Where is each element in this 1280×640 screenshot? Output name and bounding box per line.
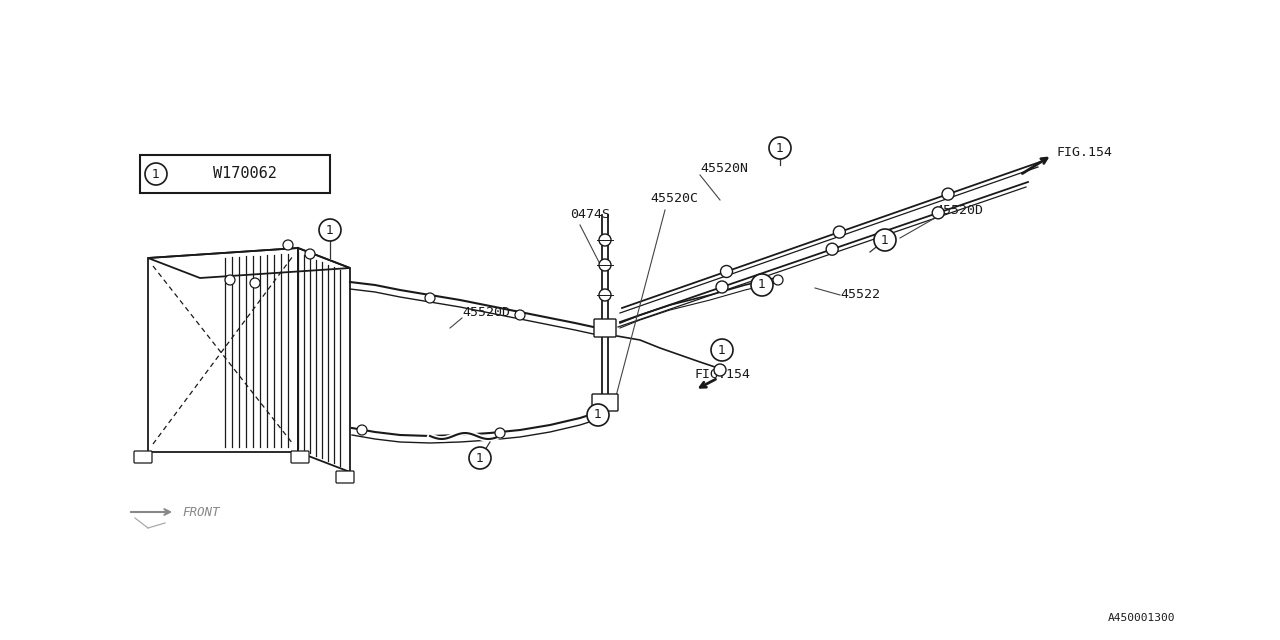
Circle shape [599, 259, 611, 271]
FancyBboxPatch shape [591, 394, 618, 411]
Circle shape [942, 188, 954, 200]
Circle shape [710, 339, 733, 361]
Text: 1: 1 [758, 278, 765, 291]
Circle shape [716, 281, 728, 293]
Text: FRONT: FRONT [182, 506, 219, 518]
FancyBboxPatch shape [335, 471, 355, 483]
Circle shape [721, 266, 732, 278]
Circle shape [250, 278, 260, 288]
Circle shape [874, 229, 896, 251]
Circle shape [145, 163, 166, 185]
Text: 45520C: 45520C [650, 191, 698, 205]
Circle shape [425, 293, 435, 303]
Text: 1: 1 [718, 344, 726, 356]
FancyBboxPatch shape [140, 155, 330, 193]
Circle shape [319, 219, 340, 241]
Circle shape [468, 447, 492, 469]
Circle shape [588, 404, 609, 426]
Circle shape [599, 289, 611, 301]
Text: FIG.154: FIG.154 [695, 369, 751, 381]
Text: 1: 1 [776, 141, 783, 154]
Circle shape [833, 226, 845, 238]
Circle shape [357, 425, 367, 435]
Circle shape [305, 249, 315, 259]
Text: 1: 1 [152, 168, 160, 180]
Circle shape [495, 428, 506, 438]
Text: A450001300: A450001300 [1107, 613, 1175, 623]
Text: FIG.154: FIG.154 [1057, 145, 1114, 159]
Circle shape [773, 275, 783, 285]
Text: 45522: 45522 [840, 289, 881, 301]
Circle shape [769, 137, 791, 159]
Text: 0474S: 0474S [570, 209, 611, 221]
FancyBboxPatch shape [291, 451, 308, 463]
Circle shape [826, 243, 838, 255]
Text: W170062: W170062 [212, 166, 276, 182]
Circle shape [932, 207, 945, 219]
FancyBboxPatch shape [594, 319, 616, 337]
Circle shape [225, 275, 236, 285]
Circle shape [515, 310, 525, 320]
Circle shape [714, 364, 726, 376]
Text: 1: 1 [476, 451, 484, 465]
Text: 45520N: 45520N [700, 161, 748, 175]
Text: 1: 1 [594, 408, 602, 422]
FancyBboxPatch shape [134, 451, 152, 463]
Text: 45520D: 45520D [462, 305, 509, 319]
Circle shape [599, 234, 611, 246]
Circle shape [283, 240, 293, 250]
Text: 1: 1 [881, 234, 888, 246]
Text: 45520D: 45520D [934, 204, 983, 216]
Circle shape [751, 274, 773, 296]
Text: 1: 1 [326, 223, 334, 237]
